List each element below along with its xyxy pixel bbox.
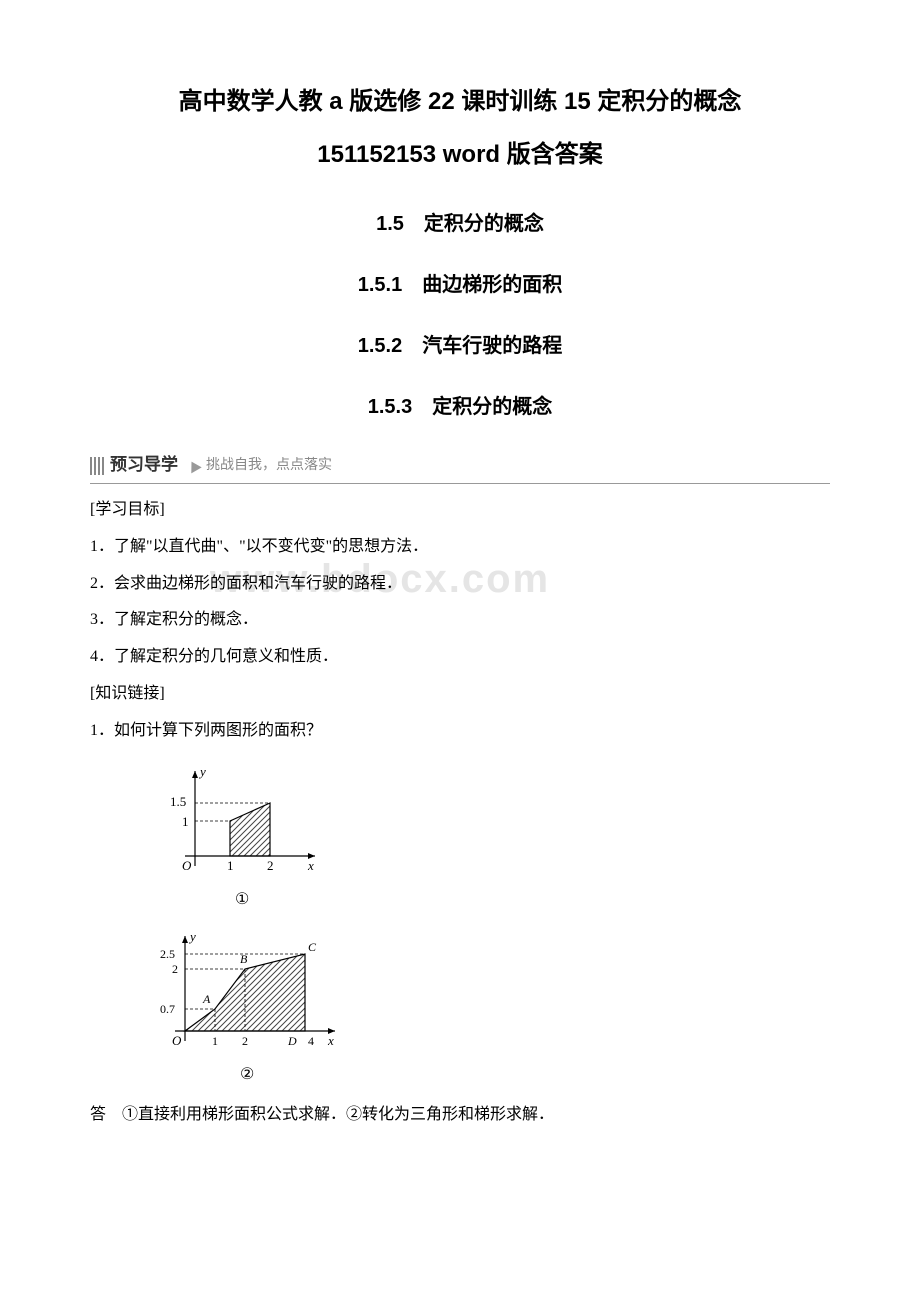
objectives-header: [学习目标]: [90, 496, 830, 525]
objective-4: 4．了解定积分的几何意义和性质．: [90, 643, 830, 672]
pencil-icon: [186, 458, 201, 473]
fig2-x4: 4: [308, 1034, 314, 1048]
fig1-xaxis: x: [307, 858, 314, 873]
doc-title-line1: 高中数学人教 a 版选修 22 课时训练 15 定积分的概念: [90, 80, 830, 123]
link-question: 1．如何计算下列两图形的面积？: [90, 717, 830, 746]
links-header: [知识链接]: [90, 680, 830, 709]
stripes-icon: [90, 457, 104, 475]
section-1-5-3: 1.5.3 定积分的概念: [90, 389, 830, 425]
fig1-x1: 1: [227, 858, 234, 873]
fig2-x1: 1: [212, 1034, 218, 1048]
preview-label: 预习导学: [110, 450, 178, 481]
fig2-y25: 2.5: [160, 947, 175, 961]
section-1-5-1: 1.5.1 曲边梯形的面积: [90, 267, 830, 303]
fig2-y2: 2: [172, 962, 178, 976]
fig2-pB: B: [240, 952, 248, 966]
fig1-x2: 2: [267, 858, 274, 873]
fig2-pD: D: [287, 1034, 297, 1048]
fig2-caption: ②: [240, 1066, 254, 1083]
fig2-xaxis: x: [327, 1033, 334, 1048]
fig1-origin: O: [182, 858, 192, 873]
fig2-pC: C: [308, 940, 317, 954]
section-1-5-2: 1.5.2 汽车行驶的路程: [90, 328, 830, 364]
objective-3: 3．了解定积分的概念．: [90, 606, 830, 635]
answer-line: 答 ①直接利用梯形面积公式求解．②转化为三角形和梯形求解．: [90, 1101, 830, 1130]
figure-2: 2.5 2 0.7 1 2 4 A B C D O x y ②: [140, 921, 350, 1091]
fig1-yaxis: y: [198, 764, 206, 779]
figure-1: 1.5 1 1 2 O x y ①: [140, 756, 330, 916]
fig1-y15: 1.5: [170, 794, 186, 809]
fig2-origin: O: [172, 1033, 182, 1048]
objective-2: 2．会求曲边梯形的面积和汽车行驶的路程．: [90, 570, 830, 599]
fig2-pA: A: [202, 992, 211, 1006]
figures-container: 1.5 1 1 2 O x y ① 2.5 2 0.7 1: [140, 756, 830, 1091]
section-1-5: 1.5 定积分的概念: [90, 206, 830, 242]
fig2-y07: 0.7: [160, 1002, 175, 1016]
preview-bar: 预习导学 挑战自我，点点落实: [90, 450, 830, 484]
fig2-x2: 2: [242, 1034, 248, 1048]
fig2-yaxis: y: [188, 929, 196, 944]
fig1-y1: 1: [182, 814, 189, 829]
preview-tagline: 挑战自我，点点落实: [206, 453, 332, 478]
fig1-caption: ①: [235, 891, 249, 908]
doc-title-line2: 151152153 word 版含答案: [90, 133, 830, 176]
objective-1: 1．了解"以直代曲"、"以不变代变"的思想方法．: [90, 533, 830, 562]
